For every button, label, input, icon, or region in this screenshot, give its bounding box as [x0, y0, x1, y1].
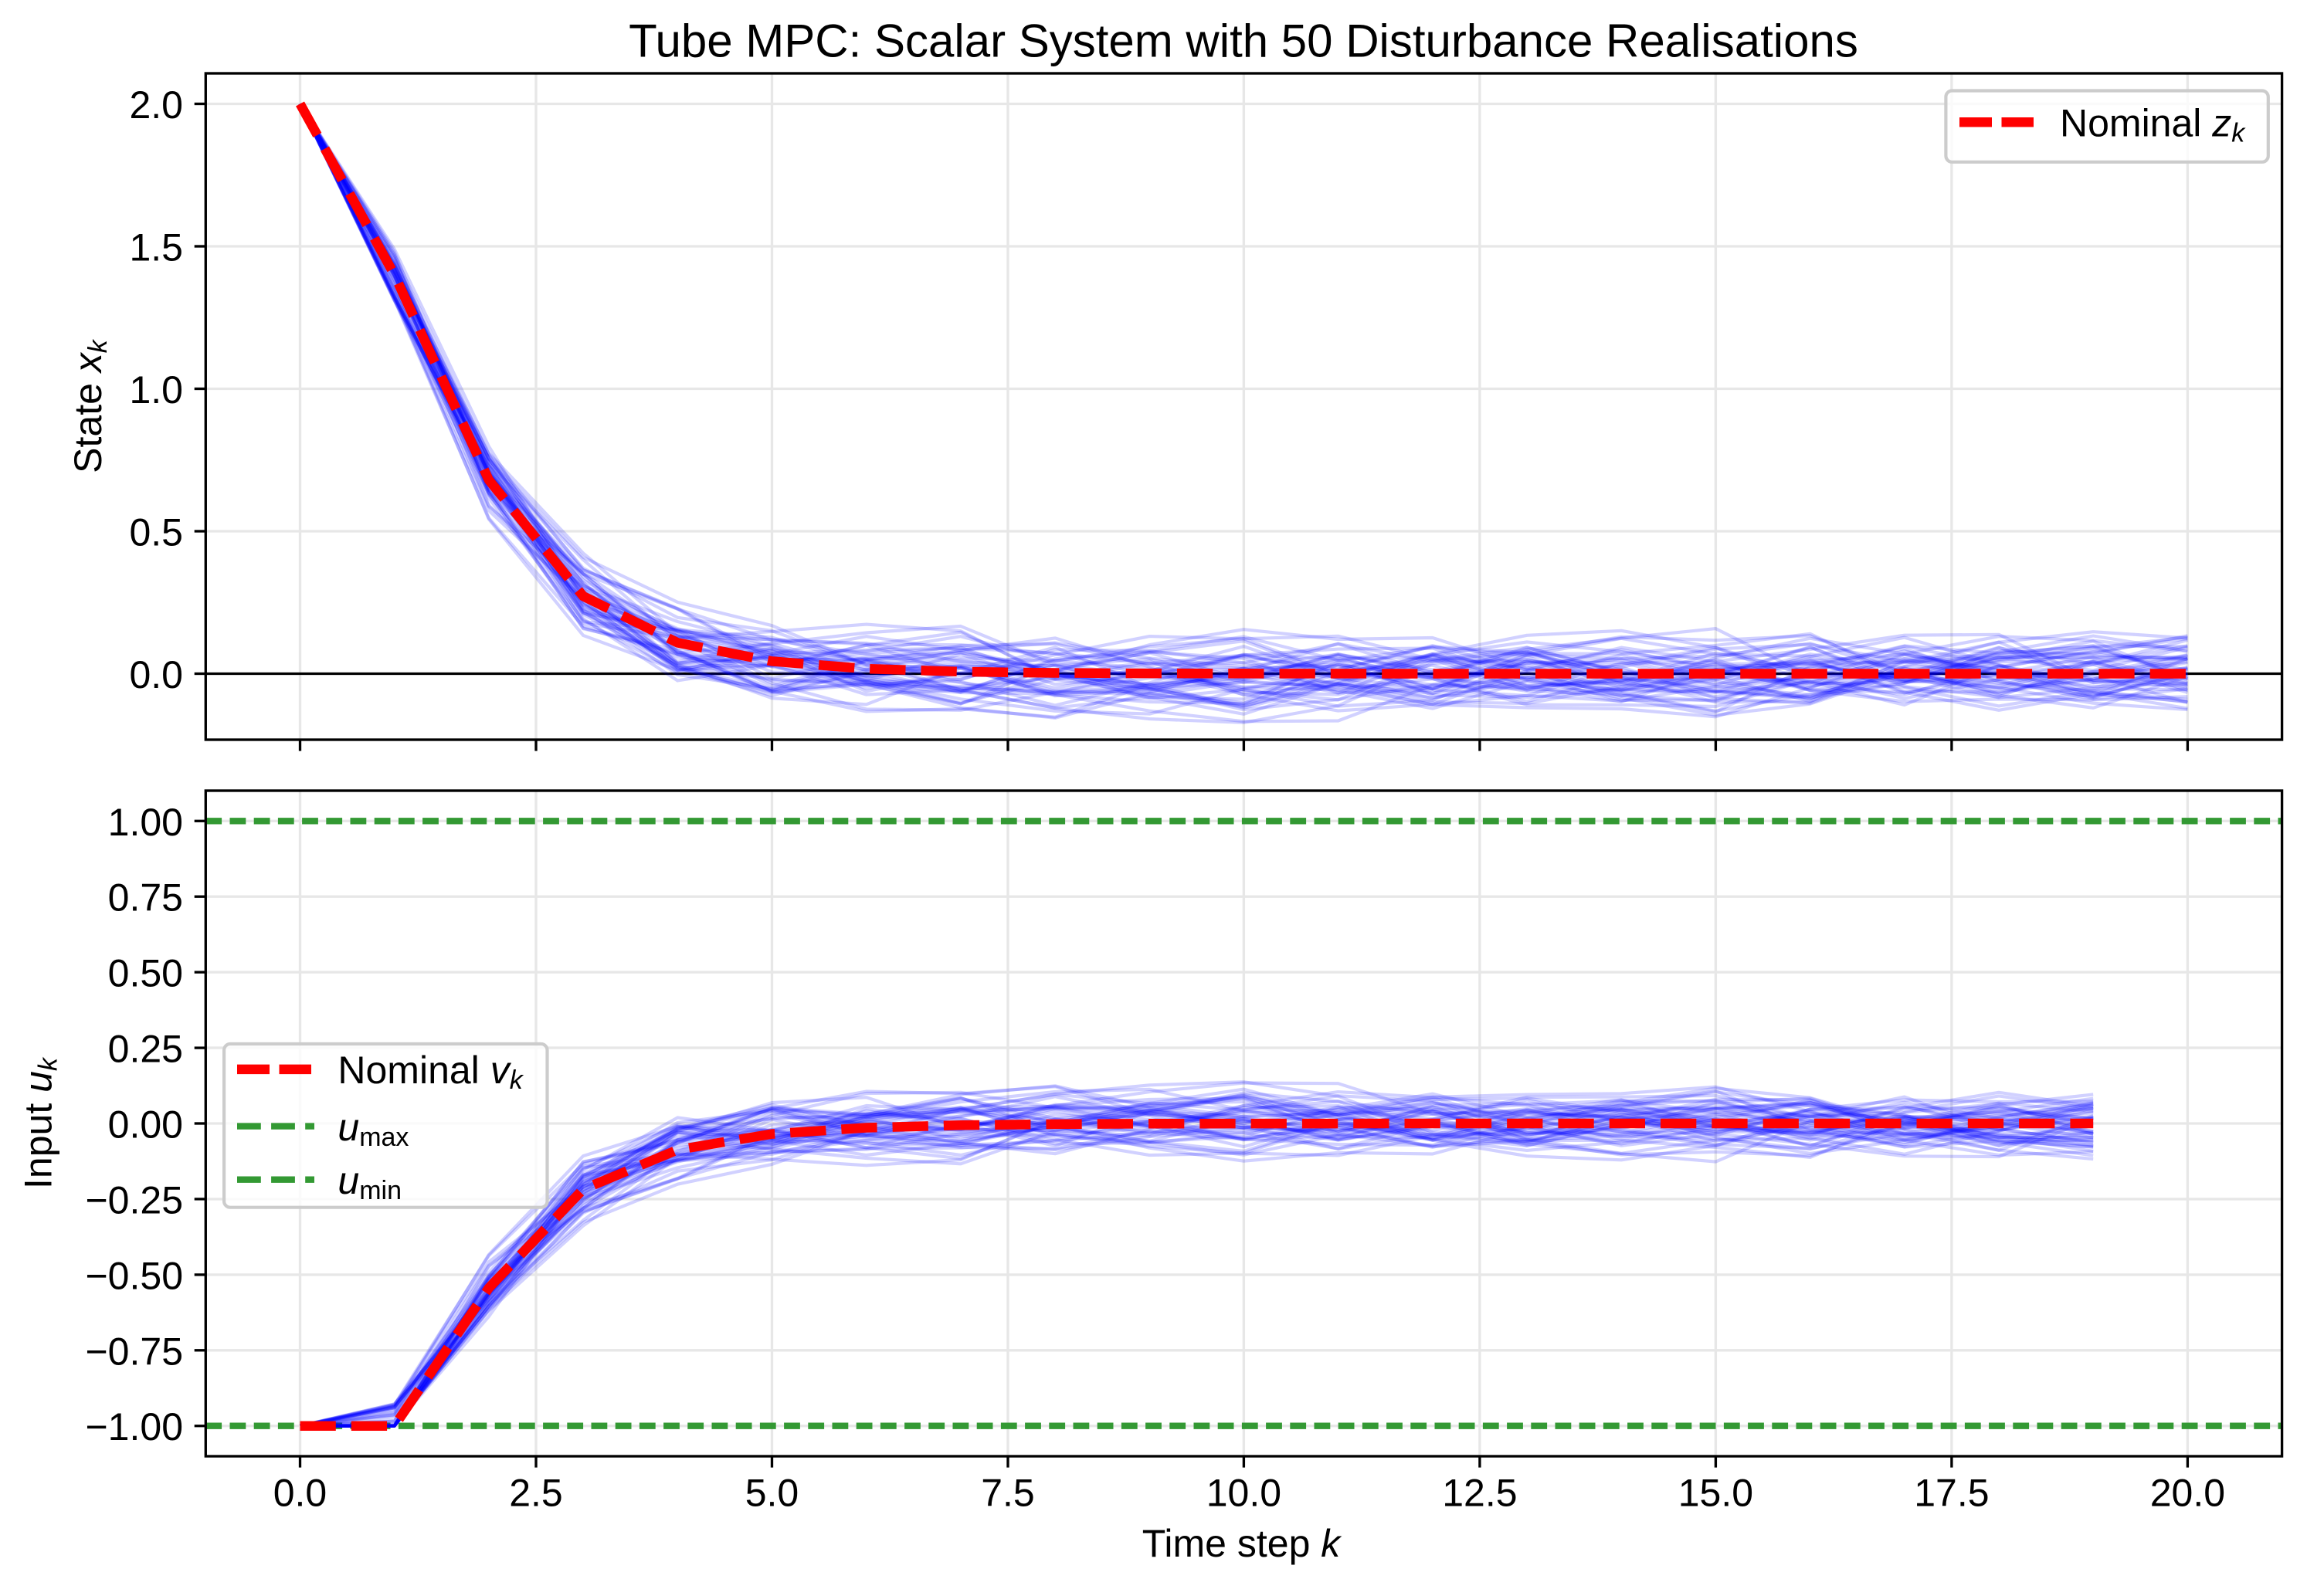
svg-text:0.75: 0.75: [108, 876, 183, 920]
svg-text:Tube MPC: Scalar System with 5: Tube MPC: Scalar System with 50 Disturba…: [629, 15, 1858, 67]
svg-text:Time step k: Time step k: [1142, 1522, 1343, 1565]
svg-text:5.0: 5.0: [745, 1472, 799, 1515]
svg-text:0.0: 0.0: [273, 1472, 327, 1515]
svg-text:Input uk: Input uk: [17, 1056, 63, 1189]
svg-text:−0.50: −0.50: [85, 1254, 183, 1297]
svg-text:1.0: 1.0: [129, 368, 183, 412]
svg-text:0.5: 0.5: [129, 511, 183, 554]
svg-text:Nominal zk: Nominal zk: [2060, 102, 2246, 148]
svg-text:0.00: 0.00: [108, 1103, 183, 1147]
svg-text:−0.25: −0.25: [85, 1178, 183, 1222]
svg-text:State xk: State xk: [66, 338, 113, 473]
svg-text:0.50: 0.50: [108, 952, 183, 995]
svg-text:2.0: 2.0: [129, 83, 183, 127]
svg-text:umin: umin: [338, 1159, 402, 1205]
svg-text:2.5: 2.5: [509, 1472, 563, 1515]
svg-text:17.5: 17.5: [1914, 1472, 1989, 1515]
svg-text:1.5: 1.5: [129, 226, 183, 269]
svg-text:−0.75: −0.75: [85, 1330, 183, 1373]
svg-text:7.5: 7.5: [981, 1472, 1035, 1515]
svg-text:1.00: 1.00: [108, 801, 183, 844]
svg-text:0.25: 0.25: [108, 1028, 183, 1071]
svg-text:12.5: 12.5: [1442, 1472, 1517, 1515]
svg-text:−1.00: −1.00: [85, 1405, 183, 1449]
svg-text:0.0: 0.0: [129, 653, 183, 696]
svg-text:umax: umax: [338, 1106, 409, 1152]
svg-text:10.0: 10.0: [1206, 1472, 1281, 1515]
svg-text:20.0: 20.0: [2150, 1472, 2225, 1515]
svg-text:Nominal vk: Nominal vk: [338, 1049, 524, 1095]
svg-text:15.0: 15.0: [1678, 1472, 1753, 1515]
